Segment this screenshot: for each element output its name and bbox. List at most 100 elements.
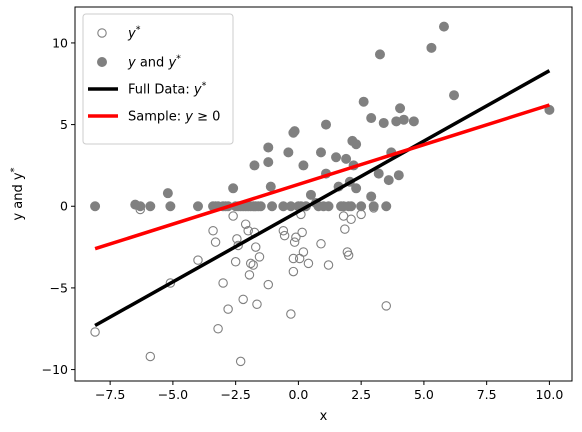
y-star-point (230, 257, 241, 267)
x-tick-label: 2.5 (351, 387, 371, 402)
y-axis-label: y and y* (9, 167, 26, 220)
y-and-y-star-point (351, 139, 362, 150)
y-and-y-star-point (265, 181, 276, 192)
y-and-y-star-point (192, 201, 203, 212)
y-and-y-star-point (373, 168, 384, 179)
y-star-point (288, 266, 299, 277)
legend-label: Sample: y ≥ 0 (128, 110, 220, 125)
legend-item: Full Data: y* (88, 81, 207, 98)
y-star-point (243, 226, 253, 236)
y-and-y-star-point (228, 183, 239, 194)
y-and-y-star-point (366, 113, 377, 124)
y-star-point (208, 226, 218, 236)
x-tick-label: 10.0 (535, 387, 563, 402)
x-tick-label: −7.5 (95, 387, 125, 402)
y-star-point (210, 237, 221, 247)
y-tick-label: 5 (60, 117, 68, 132)
y-star-point (263, 279, 274, 290)
y-and-y-star-point (135, 201, 146, 212)
y-tick-label: −10 (42, 362, 68, 377)
y-and-y-star-point (374, 49, 385, 60)
y-and-y-star-point (90, 201, 101, 212)
y-star-point (297, 227, 307, 238)
y-star-point (90, 327, 100, 337)
y-star-point (213, 323, 223, 334)
y-tick-label: 10 (52, 35, 68, 50)
y-and-y-star-point (398, 114, 409, 125)
y-star-point (245, 258, 256, 269)
legend-box (82, 13, 234, 145)
y-and-y-star-point (438, 21, 449, 32)
y-and-y-star-point (165, 201, 176, 212)
y-star-point (289, 237, 300, 247)
y-and-y-star-point (351, 183, 362, 194)
legend-item: y and y* (97, 54, 181, 71)
y-star-point (240, 219, 251, 229)
legend: y* y and y* Full Data: y* Sample: y ≥ 0 (82, 13, 234, 145)
y-star-point (238, 294, 248, 305)
y-and-y-star-point (321, 119, 332, 130)
x-axis: −7.5 −5.0 −2.5 0.0 2.5 5.0 7.5 10.0 (95, 381, 563, 402)
y-star-point (233, 240, 243, 251)
y-star-point (244, 270, 255, 280)
y-and-y-star-point (305, 189, 316, 200)
y-star-point (286, 309, 296, 319)
y-and-y-star-point (408, 116, 419, 127)
y-and-y-star-point (395, 103, 406, 114)
x-axis-label: x (320, 409, 328, 424)
y-star-point (288, 253, 299, 264)
y-and-y-star-point (255, 201, 266, 212)
y-star-point (223, 304, 233, 314)
y-star-point (218, 278, 228, 288)
y-star-point (248, 260, 258, 270)
x-tick-label: 7.5 (477, 387, 497, 402)
x-tick-label: 5.0 (414, 387, 434, 402)
y-and-y-star-point (289, 126, 300, 137)
y-star-point (250, 242, 261, 252)
legend-item: Sample: y ≥ 0 (88, 110, 220, 125)
y-star-point (254, 252, 265, 262)
legend-item: y* (97, 25, 141, 42)
y-star-series (90, 203, 391, 367)
y-star-point (343, 250, 354, 260)
y-and-y-star-point (381, 201, 392, 212)
legend-label: y* (127, 25, 141, 42)
y-and-y-star-point (366, 191, 377, 202)
y-and-y-star-point (162, 188, 173, 199)
y-star-point (228, 211, 238, 221)
y-and-y-star-point (356, 201, 367, 212)
full-data-fit-line (94, 69, 551, 327)
y-star-point (232, 234, 242, 244)
y-and-y-star-point (145, 201, 156, 212)
y-star-point (278, 226, 289, 236)
y-star-point (252, 299, 262, 309)
y-star-point (279, 230, 290, 241)
x-tick-label: −2.5 (220, 387, 250, 402)
y-and-y-star-point (267, 201, 278, 212)
y-tick-label: 0 (60, 199, 68, 214)
x-tick-label: 0.0 (288, 387, 308, 402)
y-star-point (381, 301, 391, 311)
x-tick-label: −5.0 (158, 387, 188, 402)
y-axis: −10 −5 0 5 10 (42, 35, 75, 377)
y-and-y-star-point (263, 142, 274, 153)
y-and-y-star-point (393, 170, 404, 181)
y-and-y-star-point (449, 90, 460, 101)
y-star-point (235, 356, 246, 367)
y-star-point (291, 232, 301, 243)
plot-frame (74, 6, 573, 382)
y-star-point (165, 278, 176, 288)
y-and-y-star-point (426, 42, 437, 53)
y-star-point (323, 260, 334, 270)
y-and-y-star-point (249, 160, 260, 171)
y-and-y-star-point (378, 117, 389, 128)
legend-label: Full Data: y* (128, 81, 207, 98)
y-star-point (145, 351, 156, 362)
y-and-y-star-point (323, 201, 334, 212)
y-tick-label: −5 (50, 280, 68, 295)
y-star-point (193, 255, 203, 265)
y-star-point (303, 258, 314, 269)
y-and-y-star-point (358, 96, 369, 107)
marks-layer (90, 21, 555, 367)
